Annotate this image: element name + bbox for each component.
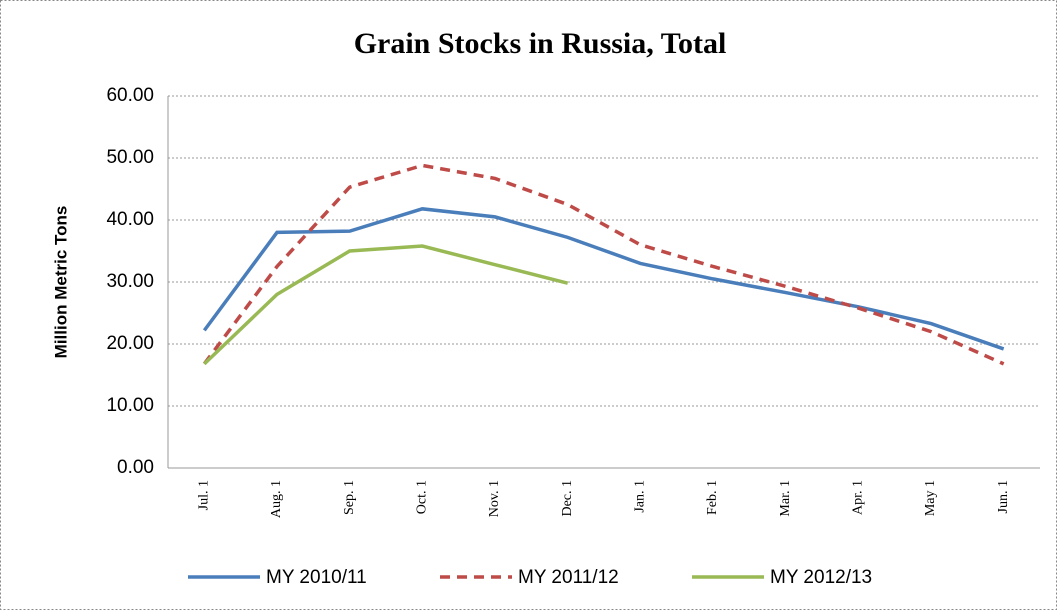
y-tick-label: 40.00 — [106, 209, 154, 230]
x-tick-label: Sep. 1 — [342, 480, 357, 515]
legend-label: MY 2012/13 — [770, 567, 872, 588]
y-axis-label: Million Metric Tons — [51, 206, 70, 359]
x-tick-label: Jul. 1 — [197, 480, 212, 510]
x-tick-label: Jan. 1 — [633, 480, 648, 513]
y-tick-label: 60.00 — [106, 85, 154, 106]
y-tick-label: 50.00 — [106, 147, 154, 168]
x-tick-label: Dec. 1 — [560, 480, 575, 517]
series-line — [202, 163, 1005, 366]
y-tick-label: 30.00 — [106, 271, 154, 292]
legend-label: MY 2011/12 — [518, 567, 619, 588]
chart-title: Grain Stocks in Russia, Total — [354, 27, 727, 60]
series-line — [203, 244, 569, 366]
x-tick-label: Oct. 1 — [415, 480, 430, 514]
x-tick-label: Jun. 1 — [996, 480, 1011, 513]
x-tick-label: Feb. 1 — [705, 480, 720, 515]
y-tick-label: 10.00 — [106, 395, 154, 416]
x-tick-label: May 1 — [923, 480, 938, 516]
x-tick-label: Apr. 1 — [851, 480, 866, 515]
legend-label: MY 2010/11 — [266, 567, 367, 588]
x-tick-label: Aug. 1 — [269, 480, 284, 518]
series-line — [202, 207, 1005, 351]
y-tick-label: 0.00 — [117, 457, 154, 478]
x-tick-label: Mar. 1 — [778, 480, 793, 517]
x-tick-label: Nov. 1 — [487, 480, 502, 517]
y-tick-label: 20.00 — [106, 333, 154, 354]
